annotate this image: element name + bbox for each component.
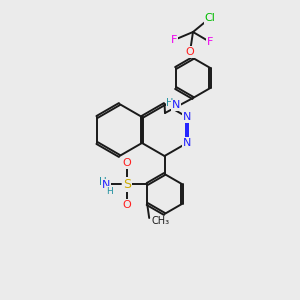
Text: N: N	[102, 180, 110, 190]
Text: O: O	[123, 200, 132, 210]
Text: H: H	[166, 98, 174, 109]
Text: O: O	[186, 47, 194, 57]
Text: O: O	[123, 158, 132, 168]
Text: N: N	[172, 100, 180, 110]
Text: S: S	[123, 178, 131, 190]
Text: H: H	[99, 177, 107, 187]
Text: N: N	[183, 112, 191, 122]
Text: H: H	[106, 187, 112, 196]
Text: N: N	[183, 138, 191, 148]
Text: CH₃: CH₃	[151, 216, 169, 226]
Text: F: F	[207, 37, 213, 47]
Text: F: F	[171, 35, 177, 45]
Text: Cl: Cl	[205, 13, 215, 23]
